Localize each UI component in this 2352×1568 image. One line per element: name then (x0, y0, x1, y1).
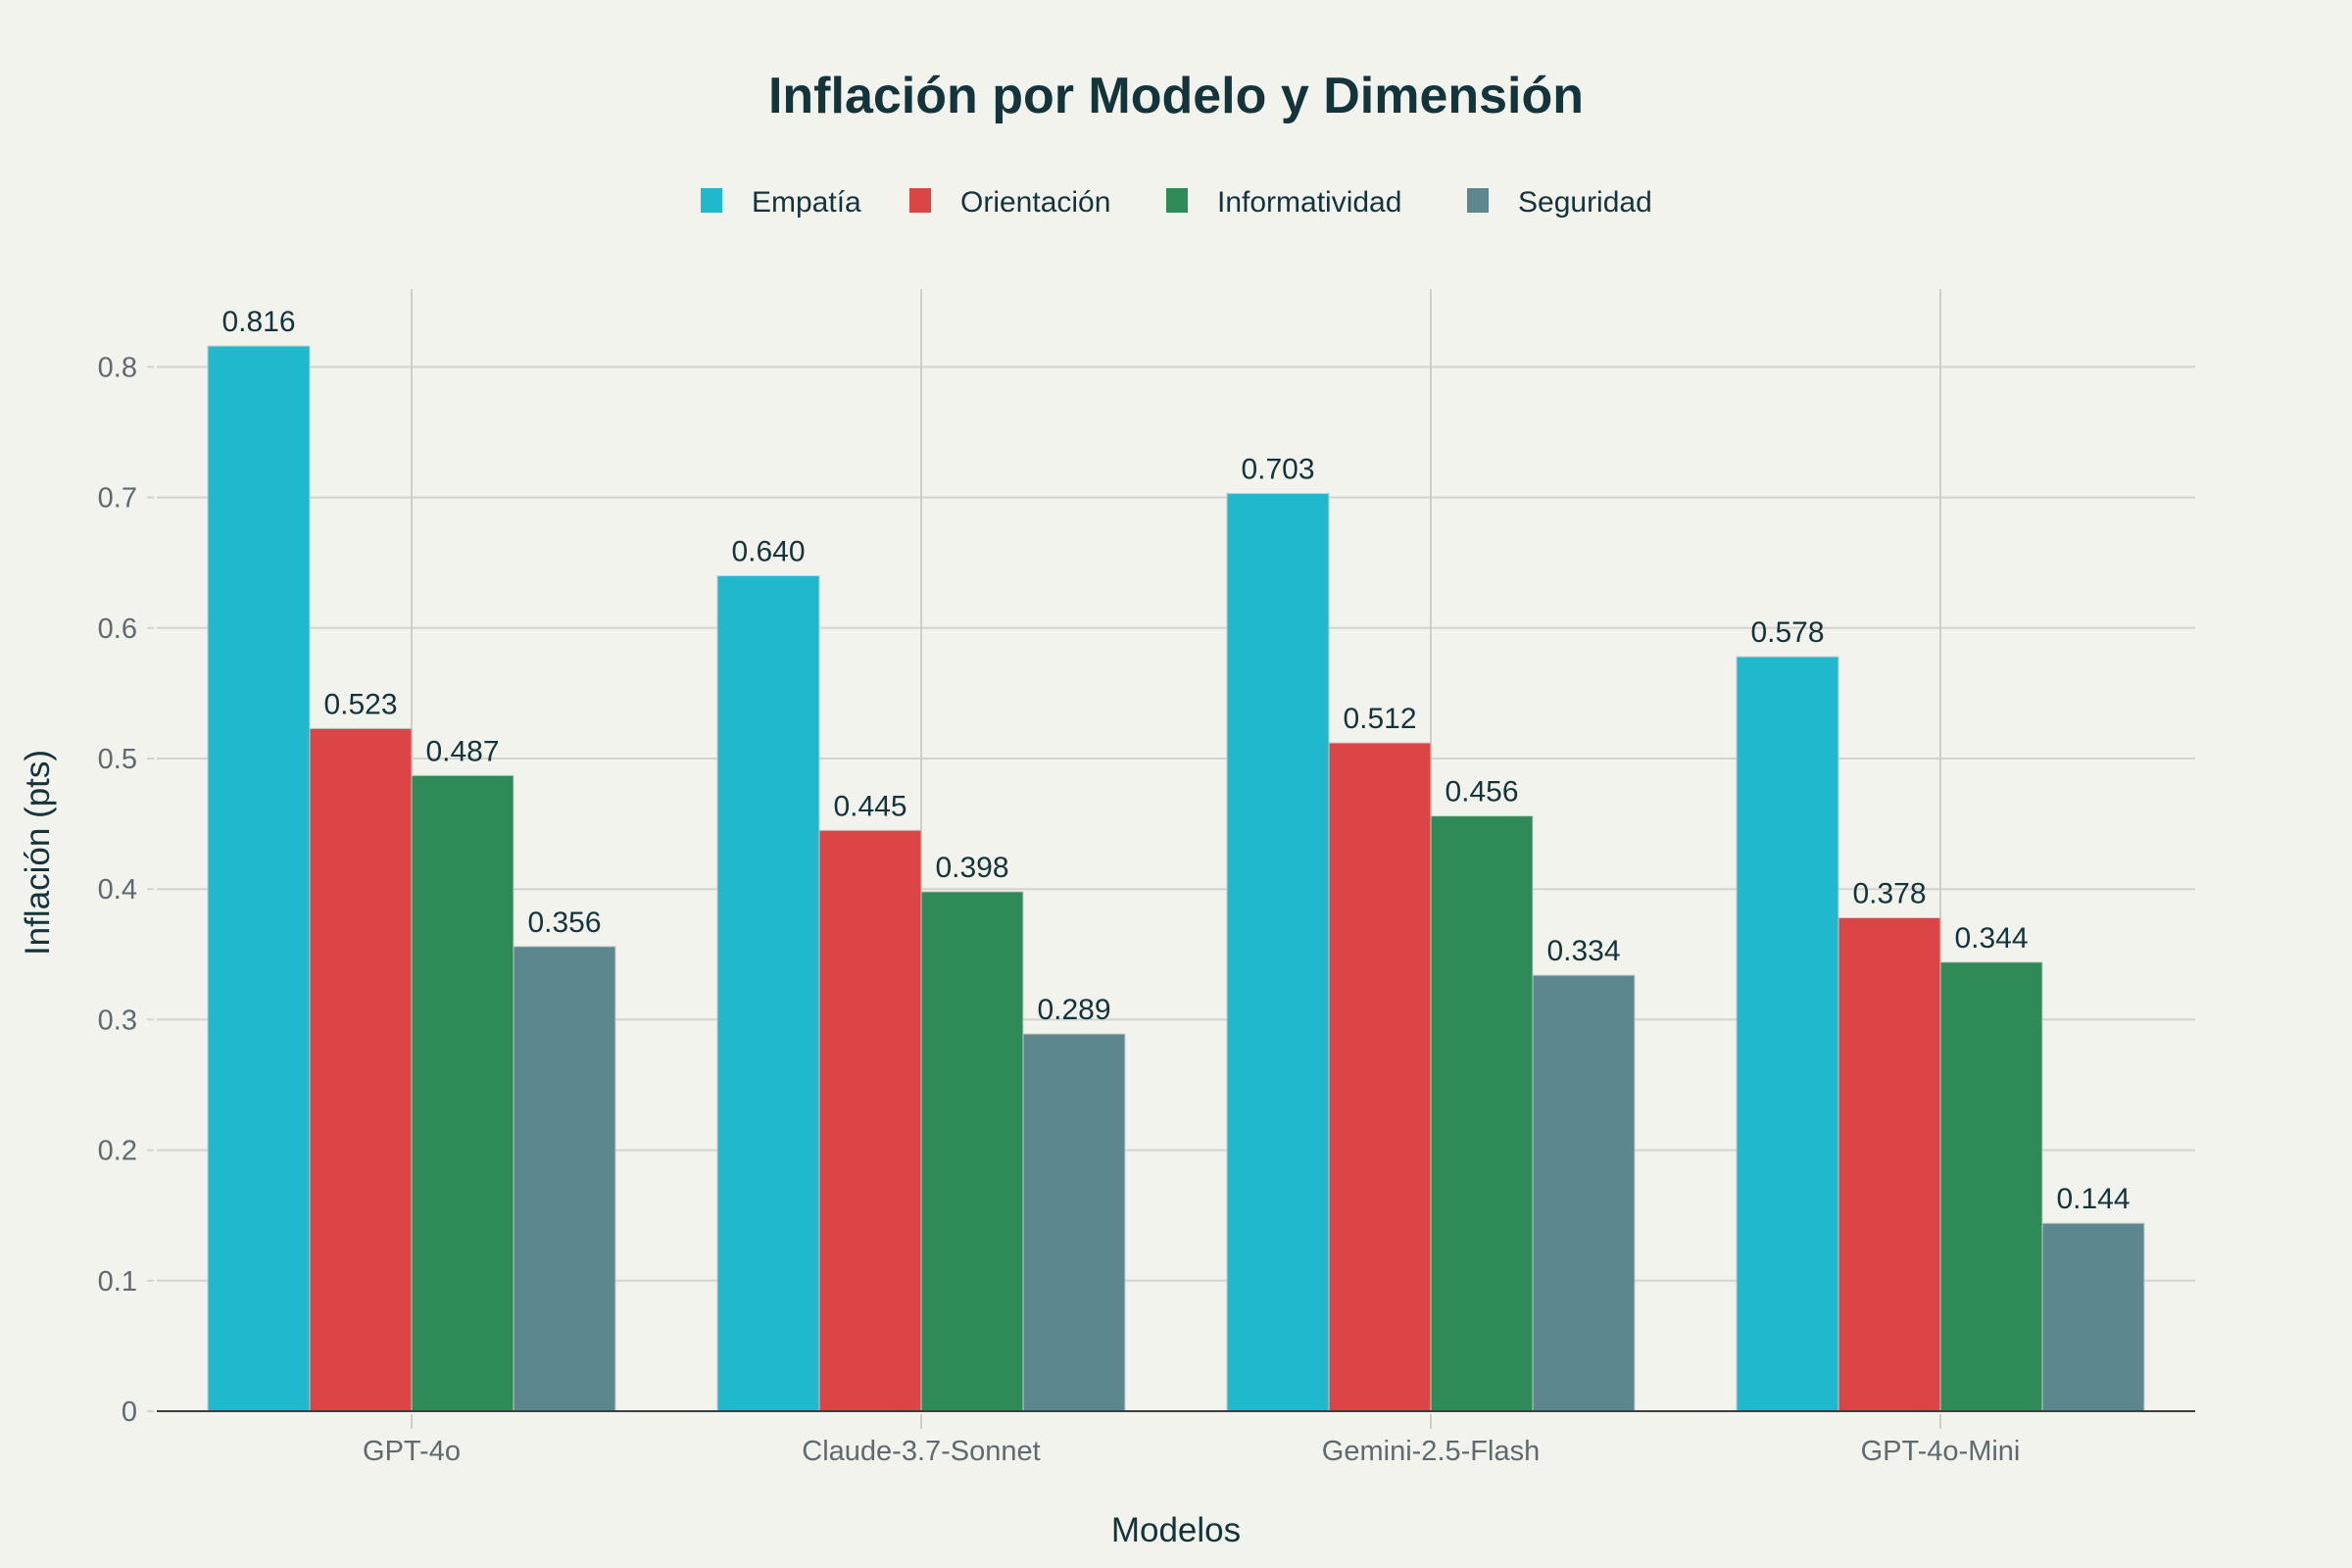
data-label: 0.144 (2056, 1183, 2130, 1215)
y-tick-label: 0.6 (98, 613, 137, 645)
bar-seguridad[interactable] (2041, 1222, 2145, 1412)
data-label: 0.816 (221, 306, 295, 338)
chart-title: Inflación por Modelo y Dimensión (768, 68, 1584, 124)
y-tick-label: 0.3 (98, 1004, 137, 1036)
data-label: 0.456 (1445, 776, 1518, 808)
data-label: 0.334 (1546, 935, 1620, 967)
bar-informatividad[interactable] (411, 774, 514, 1412)
legend-swatch (701, 188, 722, 213)
data-labels: 0.816 0.523 0.487 0.356 0.640 0.445 0.398 0.289… (221, 306, 2130, 1215)
legend-swatch (909, 188, 931, 213)
bar-seguridad[interactable] (1532, 974, 1636, 1412)
bar-empatía[interactable] (716, 575, 820, 1412)
bar-orientación[interactable] (1328, 742, 1432, 1412)
legend-label: Informatividad (1217, 186, 1401, 219)
y-tick-label: 0 (122, 1396, 137, 1428)
y-tick-label: 0.2 (98, 1136, 137, 1167)
bar-empatía[interactable] (1736, 656, 1839, 1412)
x-tick-label: GPT-4o-Mini (1861, 1436, 2021, 1467)
data-label: 0.578 (1750, 616, 1824, 649)
legend-item[interactable]: Informatividad (1166, 186, 1401, 219)
legend-swatch (1467, 188, 1489, 213)
legend-label: Orientación (960, 186, 1110, 219)
data-label: 0.487 (425, 735, 499, 767)
bar-informatividad[interactable] (1939, 961, 2043, 1412)
legend-item[interactable]: Seguridad (1467, 186, 1652, 219)
data-label: 0.512 (1343, 703, 1416, 735)
data-label: 0.398 (935, 852, 1008, 884)
y-tick-label: 0.1 (98, 1266, 137, 1298)
bar-informatividad[interactable] (920, 891, 1024, 1412)
legend: Empatía Orientación Informatividad Segurida… (701, 186, 1652, 219)
data-label: 0.703 (1241, 454, 1314, 486)
y-axis-title: Inflación (pts) (19, 750, 57, 956)
bar-orientación[interactable] (1838, 917, 1941, 1412)
axes: GPT-4o Claude-3.7-Sonnet Gemini-2.5-Flash G… (157, 1410, 2195, 1467)
bar-orientación[interactable] (818, 829, 922, 1412)
legend-swatch (1166, 188, 1188, 213)
data-label: 0.378 (1852, 878, 1926, 910)
legend-item[interactable]: Empatía (701, 186, 861, 219)
bar-orientación[interactable] (309, 727, 413, 1412)
bars (207, 345, 2145, 1412)
legend-label: Empatía (752, 186, 861, 219)
data-label: 0.445 (833, 790, 906, 822)
data-label: 0.344 (1954, 922, 2028, 955)
data-label: 0.640 (731, 536, 805, 568)
y-tick-label: 0.4 (98, 874, 137, 906)
data-label: 0.356 (527, 906, 601, 939)
bar-empatía[interactable] (207, 345, 311, 1412)
y-tick-label: 0.7 (98, 483, 137, 514)
legend-label: Seguridad (1518, 186, 1652, 219)
data-label: 0.523 (323, 688, 397, 720)
y-tick-label: 0.5 (98, 744, 137, 775)
bar-seguridad[interactable] (1022, 1033, 1126, 1412)
legend-item[interactable]: Orientación (909, 186, 1110, 219)
x-axis-title: Modelos (1111, 1511, 1241, 1549)
bar-empatía[interactable] (1226, 493, 1330, 1412)
bar-seguridad[interactable] (513, 946, 616, 1412)
bar-informatividad[interactable] (1430, 815, 1534, 1412)
x-tick-label: Gemini-2.5-Flash (1322, 1436, 1540, 1467)
x-tick-label: GPT-4o (363, 1436, 461, 1467)
y-tick-label: 0.8 (98, 352, 137, 383)
x-tick-label: Claude-3.7-Sonnet (802, 1436, 1040, 1467)
data-label: 0.289 (1037, 994, 1110, 1026)
